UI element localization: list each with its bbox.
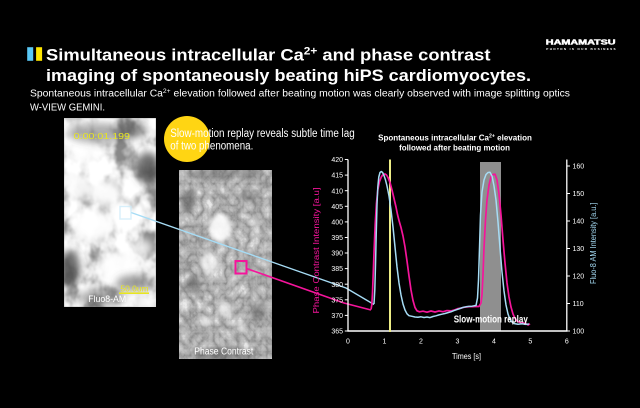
svg-text:PHOTON IS OUR BUSINESS: PHOTON IS OUR BUSINESS <box>546 47 615 51</box>
svg-text:Fluo-8 AM Intensity [a.u.]: Fluo-8 AM Intensity [a.u.] <box>589 203 598 284</box>
svg-text:followed after beating motion: followed after beating motion <box>399 143 510 153</box>
svg-text:410: 410 <box>331 188 343 195</box>
svg-text:of two phenomena.: of two phenomena. <box>170 141 253 153</box>
svg-text:Times [s]: Times [s] <box>452 352 481 361</box>
svg-text:120: 120 <box>573 274 585 281</box>
svg-text:130: 130 <box>573 246 585 253</box>
svg-text:Spontaneous intracellular Ca2+: Spontaneous intracellular Ca 2+ elevation… <box>30 88 570 100</box>
svg-text:0: 0 <box>346 339 350 346</box>
svg-text:365: 365 <box>331 329 343 336</box>
svg-text:395: 395 <box>331 235 343 242</box>
svg-text:415: 415 <box>331 173 343 180</box>
svg-text:400: 400 <box>331 220 343 227</box>
svg-text:1: 1 <box>383 339 387 346</box>
svg-text:Phase Contrast: Phase Contrast <box>194 346 253 357</box>
svg-text:100: 100 <box>573 329 585 336</box>
svg-text:150: 150 <box>573 191 585 198</box>
svg-text:Slow-motion replay: Slow-motion replay <box>454 315 528 326</box>
svg-text:4: 4 <box>492 339 496 346</box>
svg-text:405: 405 <box>331 204 343 211</box>
svg-text:Slow-motion replay reveals sub: Slow-motion replay reveals subtle time l… <box>170 128 354 140</box>
svg-text:110: 110 <box>573 301 584 308</box>
svg-text:W-VIEW GEMINI.: W-VIEW GEMINI. <box>30 103 105 114</box>
svg-text:160: 160 <box>573 164 585 171</box>
svg-text:375: 375 <box>331 297 343 304</box>
svg-text:370: 370 <box>331 313 343 320</box>
svg-text:Simultaneous intracellular Ca2: Simultaneous intracellular Ca 2+ and phas… <box>46 45 491 64</box>
svg-text:HAMAMATSU: HAMAMATSU <box>546 38 616 47</box>
svg-text:380: 380 <box>331 282 343 289</box>
svg-text:390: 390 <box>331 251 343 258</box>
svg-text:50.0um: 50.0um <box>120 284 148 293</box>
svg-text:Phase Contrast Intensity [a.u]: Phase Contrast Intensity [a.u] <box>312 188 321 314</box>
svg-text:140: 140 <box>573 219 585 226</box>
svg-text:3: 3 <box>455 339 459 346</box>
svg-text:385: 385 <box>331 266 343 273</box>
svg-text:5: 5 <box>528 339 532 346</box>
svg-text:Spontaneous intracellular Ca2+: Spontaneous intracellular Ca2+ elevation <box>378 133 532 143</box>
svg-text:2: 2 <box>419 339 423 346</box>
svg-text:0:00:01.199: 0:00:01.199 <box>74 132 131 141</box>
svg-text:imaging of spontaneously beati: imaging of spontaneously beating hiPS ca… <box>46 66 531 85</box>
svg-text:420: 420 <box>331 157 343 164</box>
svg-text:Fluo8-AM: Fluo8-AM <box>88 294 126 305</box>
svg-text:6: 6 <box>565 339 569 346</box>
